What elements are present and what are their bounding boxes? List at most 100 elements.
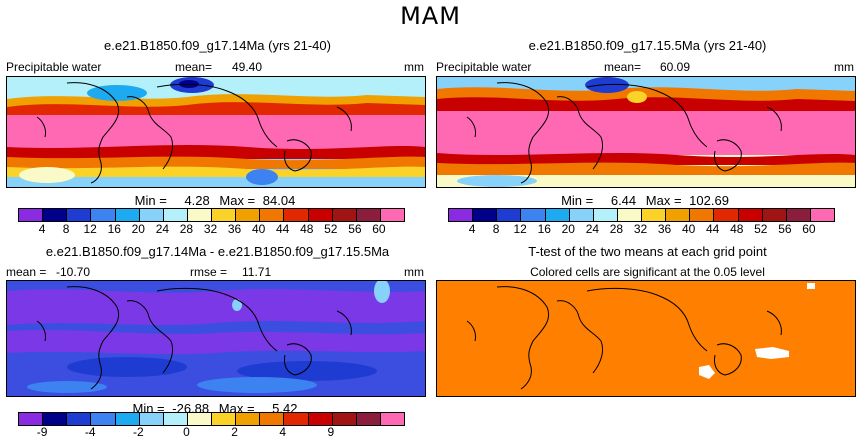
season-title: MAM [400,2,461,30]
panel4-map-canvas [437,281,855,396]
panel2-colorbar-swatch [810,209,834,221]
panel3-colorbar-swatch [91,413,116,425]
panel3-colorbar-swatch [67,413,92,425]
panel2-colorbar-swatch [690,209,715,221]
panel3-colorbar-swatch [115,413,140,425]
panel1-colorbar-swatch [91,209,116,221]
panel3-colorbar-tick-label: -9 [36,425,48,439]
panel1-colorbar-swatch [212,209,237,221]
panel1-colorbar-tick-label: 32 [203,222,218,236]
panel1-colorbar-tick-label: 4 [38,222,46,236]
panel2-colorbar-swatch [545,209,570,221]
panel2-colorbar-swatch [449,209,474,221]
panel2-variable-label: Precipitable water [436,60,532,74]
panel1-colorbar-tick-label: 20 [131,222,145,236]
panel3-mean-label: mean = [6,265,47,279]
panel1-map [6,76,426,188]
panel1-colorbar [18,208,405,222]
panel3-colorbar-tick-label: 9 [327,425,335,439]
panel2-units: mm [834,60,854,74]
panel1-colorbar-tick-label: 12 [83,222,97,236]
panel1-minmax: Min = 4.28 Max = 84.04 [6,193,424,208]
panel3-colorbar-tick-label: 2 [231,425,238,439]
panel2-colorbar-swatch [473,209,498,221]
panel1-map-canvas [7,77,425,187]
panel2-colorbar-swatch [642,209,667,221]
panel2-colorbar-tick-label: 48 [730,222,744,236]
panel1-min-value: 4.28 [184,193,210,208]
panel2-min-label: Min = [561,193,594,208]
panel4-subtitle: Colored cells are significant at the 0.0… [530,265,765,279]
panel3-units: mm [404,265,424,279]
panel2-colorbar-swatch [521,209,546,221]
panel2-colorbar-swatch [762,209,787,221]
panel1-title: e.e21.B1850.f09_g17.14Ma (yrs 21-40) [104,38,331,53]
panel2-colorbar-swatch [569,209,594,221]
panel1-colorbar-swatch [187,209,212,221]
panel2-colorbar-swatch [666,209,691,221]
panel3-colorbar-swatch [19,413,44,425]
panel1-max-label: Max = [219,193,256,208]
panel3-colorbar-swatch [212,413,237,425]
panel2-title: e.e21.B1850.f09_g17.15.5Ma (yrs 21-40) [528,38,767,53]
panel2-colorbar-tick-label: 56 [778,222,792,236]
panel2-colorbar-tick-label: 60 [802,222,816,236]
panel1-colorbar-swatch [356,209,381,221]
panel1-colorbar-swatch [260,209,285,221]
panel3-colorbar-tick-label: -4 [84,425,96,439]
panel2-min-value: 6.44 [610,193,637,208]
panel1-colorbar-tick-label: 24 [155,222,170,236]
panel3-colorbar [18,412,405,426]
panel3-rmse-value: 11.71 [242,265,272,279]
panel3-colorbar-swatch [236,413,261,425]
panel1-colorbar-swatch [139,209,164,221]
panel3-colorbar-swatch [356,413,381,425]
panel2-colorbar [448,208,835,222]
panel1-colorbar-swatch [163,209,188,221]
panel1-min-label: Min = [134,193,167,208]
panel2-colorbar-swatch [617,209,642,221]
panel2-colorbar-tick-label: 4 [468,222,476,236]
panel3-colorbar-swatch [187,413,212,425]
panel2-max-value: 102.69 [689,193,729,208]
panel2-colorbar-tick-label: 24 [585,222,600,236]
panel2-colorbar-tick-label: 40 [681,222,696,236]
panel1-colorbar-swatch [380,209,404,221]
panel1-colorbar-ticks: 4 8 12 16 20 24 28 32 36 40 44 48 52 56 60 [18,222,403,238]
panel2-colorbar-tick-label: 32 [633,222,648,236]
panel2-mean-value: 60.09 [660,60,691,74]
panel3-rmse-label: rmse = [190,265,228,279]
panel1-colorbar-swatch [115,209,140,221]
panel2-minmax: Min = 6.44 Max = 102.69 [436,193,854,208]
panel1-colorbar-swatch [332,209,357,221]
panel2-colorbar-swatch [497,209,522,221]
panel3-colorbar-swatch [43,413,68,425]
panel1-colorbar-tick-label: 48 [300,222,314,236]
panel1-colorbar-swatch [19,209,44,221]
panel3-map [6,280,426,397]
panel1-colorbar-tick-label: 56 [348,222,362,236]
panel2-colorbar-tick-label: 8 [492,222,500,236]
panel1-max-value: 84.04 [262,193,296,208]
panel1-units: mm [404,60,424,74]
panel2-map-canvas [437,77,855,187]
panel1-colorbar-swatch [308,209,333,221]
panel2-colorbar-swatch [786,209,811,221]
panel2-colorbar-swatch [714,209,739,221]
panel4-title: T-test of the two means at each grid poi… [528,244,767,259]
panel2-max-label: Max = [645,193,682,208]
panel3-colorbar-swatch [260,413,285,425]
panel1-colorbar-tick-label: 28 [179,222,194,236]
panel4-map [436,280,856,397]
panel2-colorbar-tick-label: 52 [754,222,768,236]
panel3-colorbar-swatch [332,413,357,425]
panel1-colorbar-tick-label: 60 [372,222,386,236]
panel1-colorbar-tick-label: 16 [107,222,121,236]
panel3-colorbar-swatch [139,413,164,425]
panel2-map [436,76,856,188]
panel1-colorbar-tick-label: 36 [227,222,242,236]
panel2-colorbar-tick-label: 28 [609,222,624,236]
panel1-colorbar-swatch [67,209,92,221]
panel2-colorbar-tick-label: 12 [513,222,527,236]
panel1-mean-value: 49.40 [232,60,263,74]
